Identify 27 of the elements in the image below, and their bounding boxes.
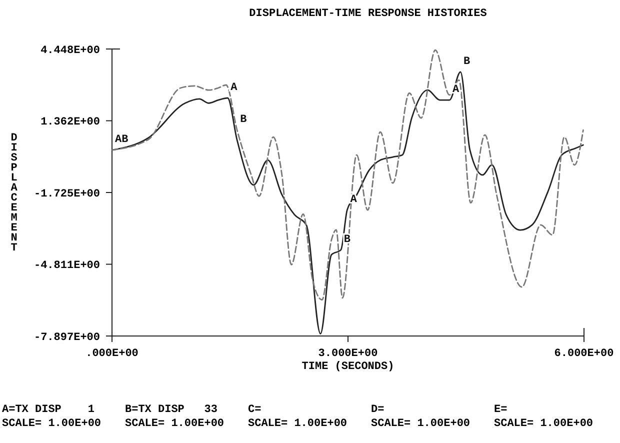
text: SCALE= 1.00E+00 [371,418,470,430]
annotation: B [463,56,470,68]
text: SCALE= 1.00E+00 [494,418,594,430]
line-series [111,49,584,300]
y-tick-label: -7.897E+00 [34,332,100,344]
x-tick-label: .000E+00 [86,348,138,360]
text: B=TX DISP 33 [125,404,218,416]
chart-title: DISPLACEMENT-TIME RESPONSE HISTORIES [249,8,488,20]
y-axis-title: DISPLACEMENT [8,132,20,252]
text: SCALE= 1.00E+00 [2,418,102,430]
text: SCALE= 1.00E+00 [248,418,348,430]
text: E= [494,404,508,416]
annotation: A [230,82,238,94]
text: SCALE= 1.00E+00 [125,418,224,430]
x-tick-label: 3.000E+00 [318,348,378,360]
y-tick-label: 1.362E+00 [40,116,100,129]
y-tick-label: -1.725E+00 [34,188,100,200]
text: C= [248,404,262,416]
x-tick-label: 6.000E+00 [554,348,614,360]
y-tick-label: 4.448E+00 [40,44,100,57]
annotation: AB [115,134,129,146]
y-tick-label: -4.811E+00 [34,260,100,272]
annotation: B [344,234,351,246]
text: D= [371,404,385,416]
x-axis-title: TIME (SECONDS) [302,361,394,373]
text: A=TX DISP 1 [2,404,95,416]
annotation: B [240,114,248,126]
